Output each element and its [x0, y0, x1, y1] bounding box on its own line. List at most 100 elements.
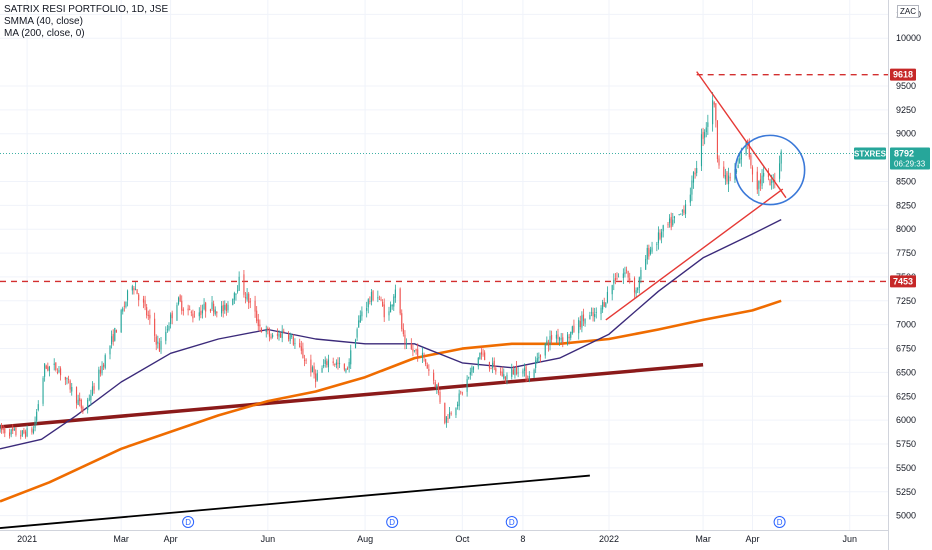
- candle-body: [292, 337, 294, 345]
- currency-label[interactable]: ZAC: [897, 5, 919, 18]
- candle-body: [90, 395, 92, 400]
- candle-body: [265, 329, 267, 333]
- candle-body: [235, 293, 237, 295]
- candle-body: [149, 314, 151, 319]
- x-tick-label: 8: [520, 534, 525, 544]
- y-tick-label: 8250: [896, 200, 916, 210]
- dividend-marker-label: D: [185, 518, 191, 527]
- candle-body: [590, 312, 593, 314]
- dividend-marker: [182, 516, 195, 528]
- candle-body: [401, 313, 403, 329]
- countdown-label: 06:29:33: [894, 160, 926, 169]
- candle-body: [589, 315, 591, 320]
- candle-body: [493, 360, 495, 367]
- candle-body: [566, 334, 569, 345]
- candle-body: [728, 175, 730, 185]
- y-tick-label: 7250: [896, 296, 916, 306]
- candle-body: [343, 363, 345, 370]
- candle-body: [390, 304, 392, 313]
- candle-body: [555, 334, 557, 339]
- candle-body: [246, 293, 248, 300]
- candle-body: [31, 428, 33, 433]
- candle-body: [201, 310, 204, 314]
- candle-body: [573, 325, 575, 332]
- candle-body: [168, 326, 170, 330]
- candle-body: [417, 349, 419, 358]
- candle-body: [144, 300, 146, 307]
- candle-body: [66, 377, 68, 380]
- y-tick-label: 6750: [896, 344, 916, 354]
- candle-body: [267, 327, 269, 331]
- candle-body: [426, 364, 428, 369]
- candle-body: [694, 172, 696, 175]
- candle-body: [182, 309, 184, 311]
- candle-body: [211, 302, 213, 310]
- candle-body: [138, 294, 140, 301]
- y-tick-label: 6500: [896, 367, 916, 377]
- grid: [0, 0, 888, 530]
- candle-body: [311, 367, 314, 373]
- candle-body: [214, 309, 216, 315]
- candle-body: [705, 127, 707, 133]
- candle-body: [600, 307, 602, 314]
- candle-body: [315, 373, 317, 382]
- candle-body: [87, 399, 89, 410]
- candle-body: [378, 299, 380, 300]
- candle-body: [278, 333, 280, 337]
- candle-body: [759, 179, 762, 184]
- breakout-circle: [734, 134, 806, 206]
- candle-body: [310, 359, 312, 373]
- candle-body: [126, 290, 129, 301]
- candle-body: [221, 305, 223, 314]
- candle-body: [425, 359, 427, 365]
- candle-body: [104, 355, 106, 369]
- candle-body: [444, 402, 446, 424]
- candle-body: [468, 376, 470, 378]
- dividend-marker-label: D: [389, 518, 395, 527]
- candle-body: [334, 363, 336, 365]
- candle-body: [729, 177, 731, 179]
- candle-body: [718, 158, 720, 166]
- candle-body: [415, 349, 417, 352]
- candle-body: [678, 214, 680, 215]
- candle-body: [272, 334, 274, 337]
- candle-body: [514, 368, 516, 376]
- candle-body: [23, 430, 25, 434]
- candle-body: [670, 216, 672, 228]
- candle-body: [388, 311, 390, 316]
- candle-body: [294, 342, 296, 345]
- candle-body: [233, 293, 235, 300]
- x-tick-label: Apr: [164, 534, 178, 544]
- candle-body: [648, 247, 650, 257]
- candle-body: [684, 204, 687, 215]
- candle-body: [500, 371, 502, 373]
- candle-body: [122, 308, 124, 312]
- candle-body: [60, 368, 62, 376]
- candle-body: [377, 297, 379, 299]
- x-tick-label: 2022: [599, 534, 619, 544]
- candle-body: [157, 341, 159, 344]
- x-tick-label: Jun: [261, 534, 276, 544]
- candle-body: [193, 316, 196, 318]
- candle-body: [447, 418, 449, 420]
- candle-body: [568, 336, 570, 339]
- candle-body: [24, 431, 27, 437]
- y-tick-label: 6250: [896, 391, 916, 401]
- candle-body: [735, 170, 738, 172]
- candle-body: [421, 352, 424, 358]
- candle-body: [34, 421, 36, 428]
- candle-body: [535, 360, 537, 369]
- candle-body: [428, 369, 430, 371]
- dividend-marker: [505, 516, 518, 528]
- candle-body: [209, 309, 211, 312]
- candle-body: [523, 368, 526, 371]
- candle-body: [224, 305, 226, 310]
- candle-body: [769, 179, 771, 186]
- candle-body: [77, 399, 79, 405]
- candle-body: [613, 279, 615, 284]
- candle-body: [71, 387, 73, 392]
- price-axis-bg: [888, 0, 932, 550]
- candle-body: [225, 303, 227, 311]
